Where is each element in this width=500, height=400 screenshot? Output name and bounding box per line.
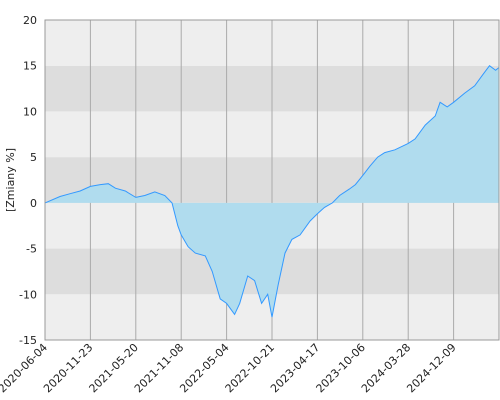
- y-tick-label: 20: [23, 14, 37, 27]
- y-tick-label: -5: [26, 243, 37, 256]
- y-tick-label: -10: [19, 288, 37, 301]
- y-axis-label: [Zmiany %]: [4, 148, 17, 212]
- plot-frame: [44, 19, 500, 341]
- x-tick-label: 2024-12-09: [404, 341, 458, 395]
- y-tick-label: -15: [19, 334, 37, 347]
- y-tick-label: 10: [23, 105, 37, 118]
- plot-area: [44, 19, 500, 341]
- y-tick-label: 0: [30, 197, 37, 210]
- line: [44, 64, 500, 318]
- y-tick-label: 5: [30, 151, 37, 164]
- area: [45, 65, 499, 318]
- y-tick-label: 15: [23, 60, 37, 73]
